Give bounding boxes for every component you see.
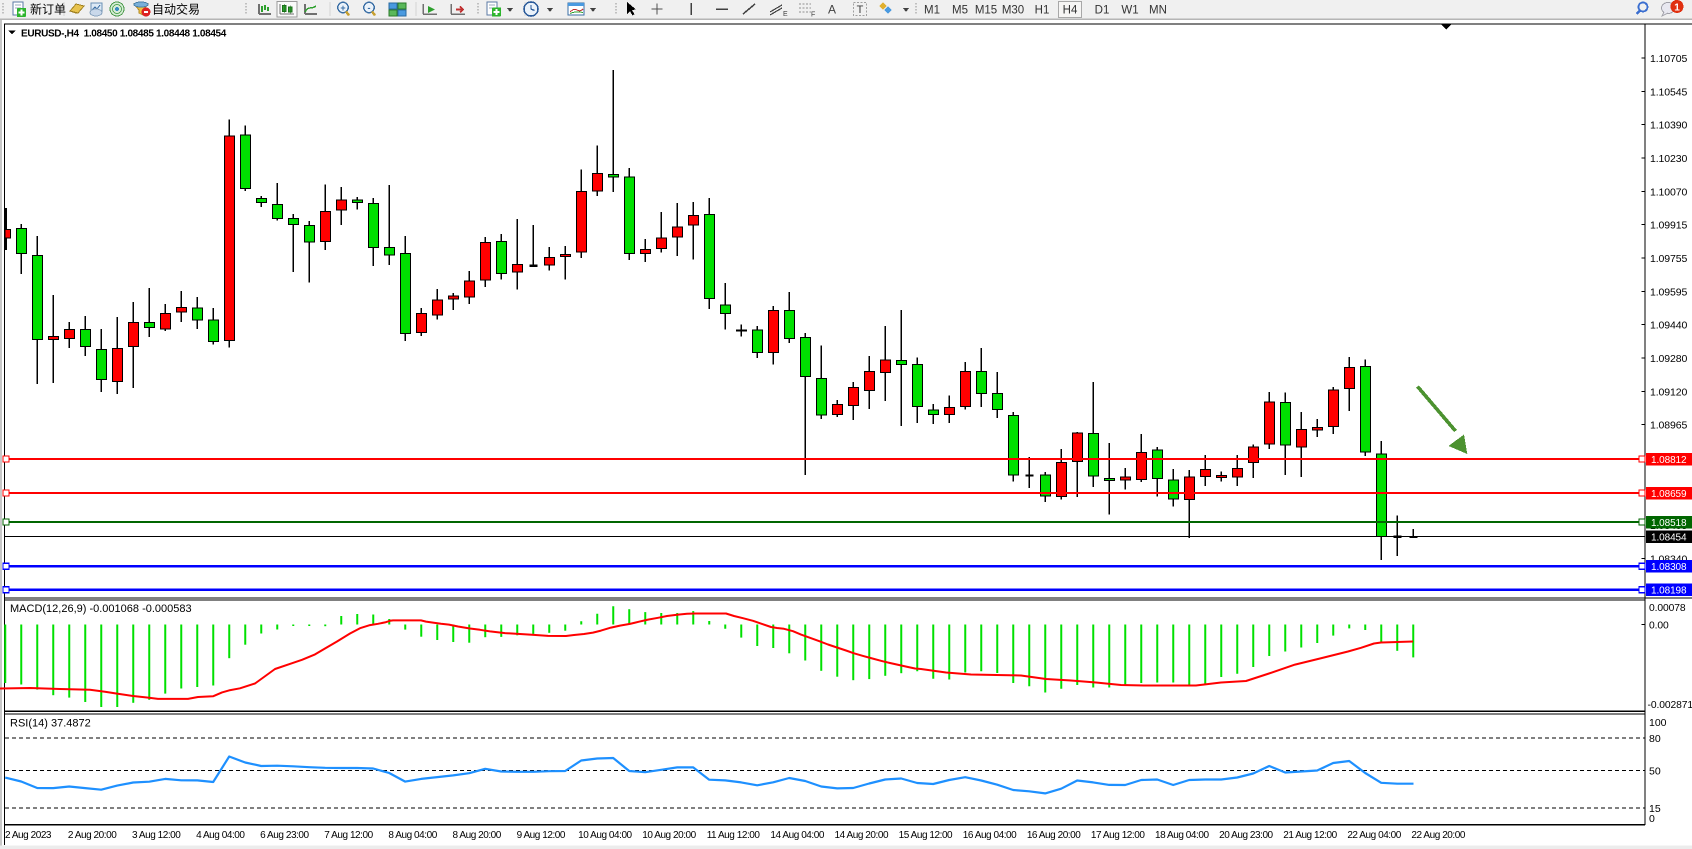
svg-text:1: 1	[1674, 3, 1680, 14]
svg-text:15: 15	[1649, 803, 1661, 815]
svg-text:自动交易: 自动交易	[152, 2, 200, 17]
svg-text:1.08454: 1.08454	[1651, 533, 1687, 544]
svg-text:8 Aug 20:00: 8 Aug 20:00	[452, 830, 501, 841]
svg-text:1.09120: 1.09120	[1650, 386, 1688, 398]
svg-text:D1: D1	[1095, 5, 1110, 17]
svg-text:11 Aug 12:00: 11 Aug 12:00	[707, 830, 761, 841]
svg-text:1.08812: 1.08812	[1651, 455, 1687, 466]
svg-text:1.10545: 1.10545	[1650, 86, 1688, 98]
svg-text:0: 0	[1649, 813, 1655, 825]
svg-text:+: +	[340, 3, 345, 13]
svg-text:F: F	[811, 12, 815, 19]
svg-text:0.00: 0.00	[1649, 621, 1669, 632]
svg-text:21 Aug 12:00: 21 Aug 12:00	[1283, 830, 1337, 841]
svg-text:3 Aug 12:00: 3 Aug 12:00	[132, 830, 181, 841]
svg-text:EURUSD-,H4 1.08450 1.08485 1.: EURUSD-,H4 1.08450 1.08485 1.08448 1.084…	[21, 29, 227, 40]
svg-text:16 Aug 20:00: 16 Aug 20:00	[1027, 830, 1081, 841]
svg-text:22 Aug 04:00: 22 Aug 04:00	[1347, 830, 1401, 841]
svg-text:1.09915: 1.09915	[1650, 220, 1688, 232]
svg-text:M15: M15	[975, 5, 997, 17]
svg-text:1.10390: 1.10390	[1650, 120, 1688, 132]
svg-text:1.10705: 1.10705	[1650, 53, 1688, 65]
svg-text:14 Aug 04:00: 14 Aug 04:00	[770, 830, 824, 841]
svg-text:MN: MN	[1149, 5, 1167, 17]
svg-text:-0.002871: -0.002871	[1648, 700, 1692, 711]
svg-text:H1: H1	[1035, 5, 1050, 17]
svg-text:MACD(12,26,9) -0.001068 -0.000: MACD(12,26,9) -0.001068 -0.000583	[10, 603, 192, 615]
svg-text:A: A	[828, 3, 836, 17]
svg-text:22 Aug 20:00: 22 Aug 20:00	[1411, 830, 1465, 841]
svg-text:16 Aug 04:00: 16 Aug 04:00	[963, 830, 1017, 841]
svg-text:1.09755: 1.09755	[1650, 253, 1688, 265]
svg-text:7 Aug 12:00: 7 Aug 12:00	[324, 830, 373, 841]
svg-text:9 Aug 12:00: 9 Aug 12:00	[517, 830, 566, 841]
svg-text:新订单: 新订单	[30, 2, 66, 17]
svg-text:W1: W1	[1121, 5, 1138, 17]
svg-text:50: 50	[1649, 766, 1661, 778]
svg-text:2 Aug 2023: 2 Aug 2023	[5, 830, 52, 841]
svg-text:14 Aug 20:00: 14 Aug 20:00	[835, 830, 889, 841]
svg-text:1.08659: 1.08659	[1651, 489, 1687, 500]
svg-text:10 Aug 04:00: 10 Aug 04:00	[578, 830, 632, 841]
svg-text:M30: M30	[1002, 5, 1024, 17]
svg-text:M1: M1	[924, 5, 940, 17]
svg-text:6 Aug 23:00: 6 Aug 23:00	[260, 830, 309, 841]
svg-text:H4: H4	[1063, 5, 1078, 17]
svg-text:10 Aug 20:00: 10 Aug 20:00	[642, 830, 696, 841]
svg-text:1.08518: 1.08518	[1651, 518, 1687, 529]
svg-text:15 Aug 12:00: 15 Aug 12:00	[899, 830, 953, 841]
svg-text:17 Aug 12:00: 17 Aug 12:00	[1091, 830, 1145, 841]
svg-text:1.10070: 1.10070	[1650, 186, 1688, 198]
svg-text:18 Aug 04:00: 18 Aug 04:00	[1155, 830, 1209, 841]
svg-text:2 Aug 20:00: 2 Aug 20:00	[68, 830, 117, 841]
svg-text:1.09595: 1.09595	[1650, 286, 1688, 298]
svg-text:20 Aug 23:00: 20 Aug 23:00	[1219, 830, 1273, 841]
svg-text:80: 80	[1649, 733, 1661, 745]
svg-text:-: -	[368, 3, 371, 13]
svg-text:1.08965: 1.08965	[1650, 420, 1688, 432]
svg-text:RSI(14) 37.4872: RSI(14) 37.4872	[10, 718, 91, 730]
svg-text:1.08198: 1.08198	[1651, 586, 1687, 597]
svg-text:1.10230: 1.10230	[1650, 153, 1688, 165]
svg-text:1.09280: 1.09280	[1650, 353, 1688, 365]
svg-text:T: T	[857, 4, 864, 16]
svg-text:M5: M5	[952, 5, 968, 17]
svg-text:4 Aug 04:00: 4 Aug 04:00	[196, 830, 245, 841]
svg-text:8 Aug 04:00: 8 Aug 04:00	[388, 830, 437, 841]
svg-text:0.00078: 0.00078	[1649, 603, 1686, 614]
svg-text:E: E	[783, 11, 788, 18]
svg-text:1.09440: 1.09440	[1650, 320, 1688, 332]
svg-text:100: 100	[1649, 717, 1667, 729]
svg-text:1.08308: 1.08308	[1651, 562, 1687, 573]
